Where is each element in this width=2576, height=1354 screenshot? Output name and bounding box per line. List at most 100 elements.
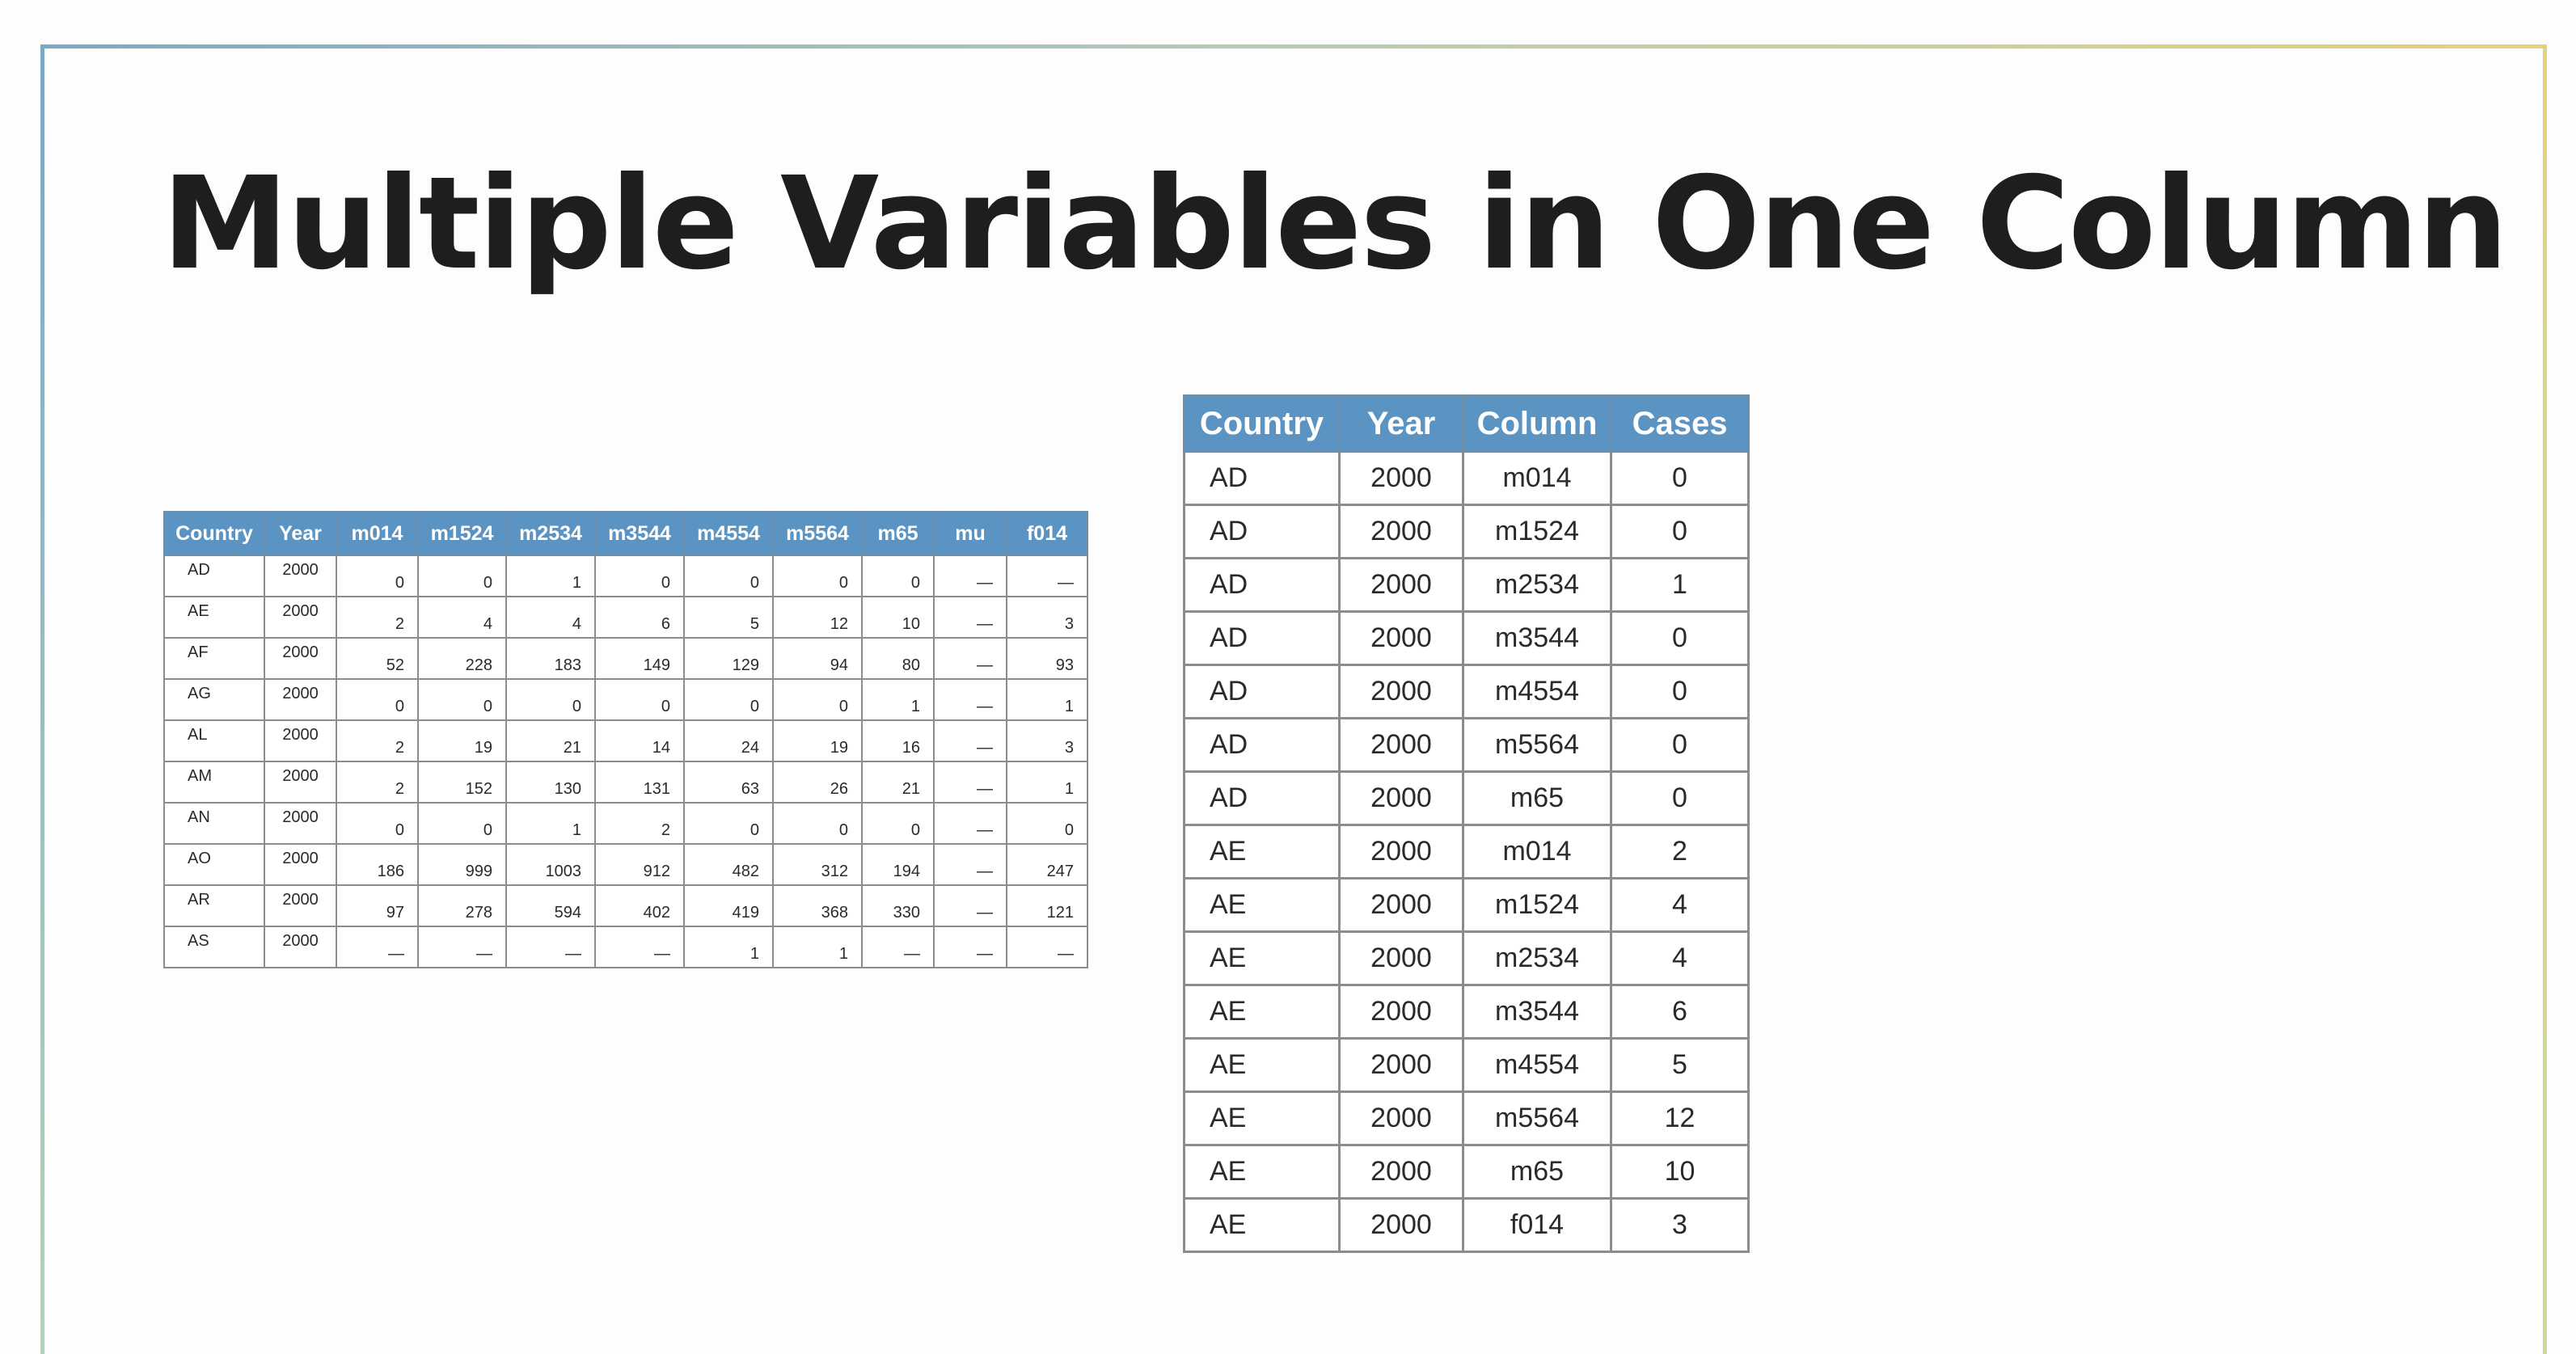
table-cell: 12 — [772, 596, 863, 639]
table-cell: — — [933, 555, 1007, 597]
table-cell: 80 — [861, 637, 935, 680]
table-cell: AR — [163, 884, 265, 927]
table-row: AE 2000 m2534 4 — [1183, 930, 1750, 986]
table-cell: — — [1006, 926, 1088, 968]
table-cell: 2000 — [264, 926, 337, 968]
wide-header-cell: m4554 — [683, 511, 774, 556]
table-cell: 402 — [594, 884, 685, 927]
table-cell: 63 — [683, 761, 774, 804]
table-row: AD 2000 m3544 0 — [1183, 610, 1750, 666]
table-row: AS 2000— — — —1 1— — — — [163, 926, 1088, 968]
table-cell: 999 — [417, 843, 507, 886]
table-cell: 152 — [417, 761, 507, 804]
table-row: AE 2000 m014 2 — [1183, 824, 1750, 879]
table-cell: 2000 — [1338, 664, 1464, 719]
table-cell: 3 — [1006, 719, 1088, 762]
table-cell: 0 — [861, 555, 935, 597]
table-cell: AE — [1183, 824, 1341, 879]
table-cell: AD — [1183, 504, 1341, 559]
table-row: AE 2000 m3544 6 — [1183, 984, 1750, 1040]
table-cell: 2000 — [264, 719, 337, 762]
frame-left-border — [40, 44, 44, 1354]
table-cell: 0 — [594, 555, 685, 597]
table-cell: 2000 — [264, 884, 337, 927]
long-header-cell: Year — [1338, 394, 1464, 453]
table-cell: AD — [1183, 664, 1341, 719]
table-cell: 1 — [1006, 761, 1088, 804]
table-cell: AG — [163, 678, 265, 721]
table-cell: 0 — [1610, 610, 1750, 666]
table-row: AL 2000 2 19 21 14 24 19 16—3 — [163, 719, 1088, 762]
table-row: AD 2000 m014 0 — [1183, 450, 1750, 506]
table-cell: 24 — [683, 719, 774, 762]
table-cell: 1003 — [505, 843, 596, 886]
table-cell: 2000 — [1338, 1090, 1464, 1146]
table-cell: 0 — [417, 678, 507, 721]
wide-header-cell: m1524 — [417, 511, 507, 556]
table-cell: 0 — [861, 802, 935, 845]
table-cell: AE — [1183, 1037, 1341, 1093]
table-row: AF 2000 52 228 183 149 129 94 80—93 — [163, 637, 1088, 680]
table-cell: AM — [163, 761, 265, 804]
table-cell: 5 — [683, 596, 774, 639]
table-cell: m4554 — [1462, 1037, 1612, 1093]
table-cell: 1 — [772, 926, 863, 968]
table-cell: — — [933, 802, 1007, 845]
table-cell: 19 — [772, 719, 863, 762]
table-cell: — — [933, 884, 1007, 927]
table-cell: 16 — [861, 719, 935, 762]
table-cell: 368 — [772, 884, 863, 927]
table-cell: 2 — [1610, 824, 1750, 879]
table-row: AE 2000 m5564 12 — [1183, 1090, 1750, 1146]
table-cell: m1524 — [1462, 877, 1612, 933]
table-cell: 2000 — [1338, 504, 1464, 559]
table-cell: 2000 — [1338, 1197, 1464, 1253]
table-row: AR 2000 97 278 594 402 419 368 330—121 — [163, 884, 1088, 927]
table-cell: — — [933, 843, 1007, 886]
long-header-cell: Country — [1183, 394, 1341, 453]
table-cell: AD — [1183, 770, 1341, 826]
table-cell: AN — [163, 802, 265, 845]
table-cell: AD — [1183, 717, 1341, 773]
table-cell: 2000 — [264, 596, 337, 639]
table-cell: — — [933, 719, 1007, 762]
table-row: AG 2000 0 0 0 0 0 0 1—1 — [163, 678, 1088, 721]
table-cell: m3544 — [1462, 984, 1612, 1040]
table-cell: — — [1006, 555, 1088, 597]
table-cell: AD — [1183, 557, 1341, 613]
table-row: AE 2000 f014 3 — [1183, 1197, 1750, 1253]
wide-header-cell: f014 — [1006, 511, 1088, 556]
frame-right-border — [2543, 44, 2547, 1354]
table-cell: 186 — [336, 843, 419, 886]
wide-header-cell: m2534 — [505, 511, 596, 556]
table-cell: 0 — [417, 555, 507, 597]
table-cell: 12 — [1610, 1090, 1750, 1146]
table-cell: 1 — [861, 678, 935, 721]
table-cell: 228 — [417, 637, 507, 680]
table-cell: 1 — [505, 555, 596, 597]
long-header-cell: Cases — [1610, 394, 1750, 453]
table-cell: 1 — [1006, 678, 1088, 721]
table-cell: 2000 — [264, 843, 337, 886]
table-cell: 0 — [772, 678, 863, 721]
table-cell: 0 — [336, 802, 419, 845]
table-cell: 2000 — [1338, 930, 1464, 986]
table-cell: 0 — [772, 555, 863, 597]
table-cell: 2 — [594, 802, 685, 845]
table-cell: 2000 — [1338, 824, 1464, 879]
table-cell: 0 — [683, 678, 774, 721]
table-row: AE 2000 m1524 4 — [1183, 877, 1750, 933]
table-cell: 10 — [1610, 1144, 1750, 1200]
table-cell: 4 — [417, 596, 507, 639]
table-cell: 0 — [683, 802, 774, 845]
table-cell: m2534 — [1462, 557, 1612, 613]
table-row: AE 2000 m4554 5 — [1183, 1037, 1750, 1093]
table-cell: AD — [163, 555, 265, 597]
table-cell: 149 — [594, 637, 685, 680]
wide-header-cell: m3544 — [594, 511, 685, 556]
table-cell: 2000 — [1338, 450, 1464, 506]
table-cell: 4 — [1610, 877, 1750, 933]
table-cell: 183 — [505, 637, 596, 680]
table-cell: AE — [1183, 984, 1341, 1040]
table-cell: 2000 — [264, 761, 337, 804]
